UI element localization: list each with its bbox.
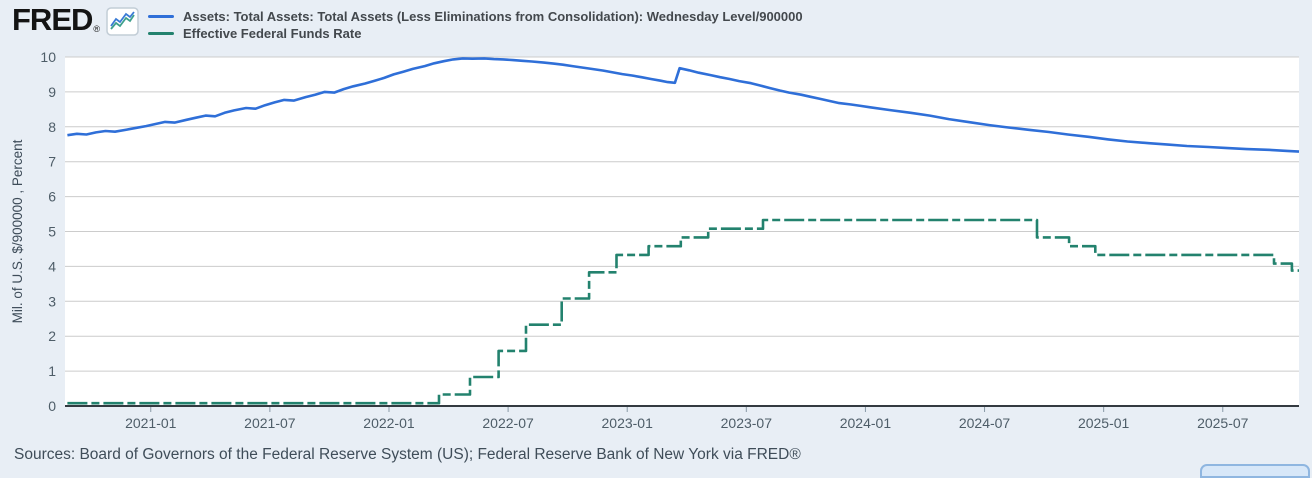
y-tick-label: 8 — [48, 119, 56, 135]
chart-plot[interactable]: 0 1 2 3 4 5 6 7 8 9 10 2021-01 2021-07 2022-01 2022-07… — [0, 0, 1312, 436]
x-tick-label: 2022-07 — [482, 415, 534, 431]
effr-series-line — [67, 218, 1299, 405]
legend-item-assets: Assets: Total Assets: Total Assets (Less… — [148, 8, 803, 25]
chart-legend: Assets: Total Assets: Total Assets (Less… — [148, 8, 803, 42]
y-tick-label: 1 — [48, 363, 56, 379]
fred-logo: FRED ® — [12, 4, 139, 41]
x-tick-label: 2022-01 — [363, 415, 415, 431]
y-tick-label: 10 — [40, 49, 56, 65]
y-tick-label: 7 — [48, 154, 56, 170]
legend-swatch-effr — [148, 32, 174, 35]
x-tick-label: 2024-01 — [840, 415, 892, 431]
x-tick-label: 2023-07 — [721, 415, 773, 431]
legend-swatch-assets — [148, 15, 174, 18]
x-tick-label: 2021-01 — [125, 415, 177, 431]
legend-label-assets: Assets: Total Assets: Total Assets (Less… — [183, 9, 803, 24]
fred-logo-chart-icon — [106, 7, 139, 41]
x-tick-label: 2025-07 — [1197, 415, 1249, 431]
x-tick-label: 2021-07 — [244, 415, 296, 431]
legend-item-effr: Effective Federal Funds Rate — [148, 25, 803, 42]
sources-text: Sources: Board of Governors of the Feder… — [14, 446, 801, 463]
fred-logo-registered-mark: ® — [93, 24, 101, 34]
y-tick-label: 4 — [48, 258, 56, 274]
x-tick-label: 2025-01 — [1078, 415, 1130, 431]
assets-series-line — [67, 57, 1300, 153]
y-tick-label: 2 — [48, 328, 56, 344]
y-tick-label: 6 — [48, 189, 56, 205]
x-tick-label: 2024-07 — [959, 415, 1011, 431]
cutoff-button[interactable] — [1200, 464, 1310, 478]
y-tick-label: 0 — [48, 398, 56, 414]
x-tick-label: 2023-01 — [602, 415, 654, 431]
y-axis-title: Mil. of U.S. $/900000 , Percent — [10, 139, 25, 323]
y-tick-label: 9 — [48, 84, 56, 100]
y-tick-label: 3 — [48, 293, 56, 309]
legend-label-effr: Effective Federal Funds Rate — [183, 26, 362, 41]
y-tick-label: 5 — [48, 224, 56, 240]
fred-logo-text: FRED — [12, 2, 93, 37]
